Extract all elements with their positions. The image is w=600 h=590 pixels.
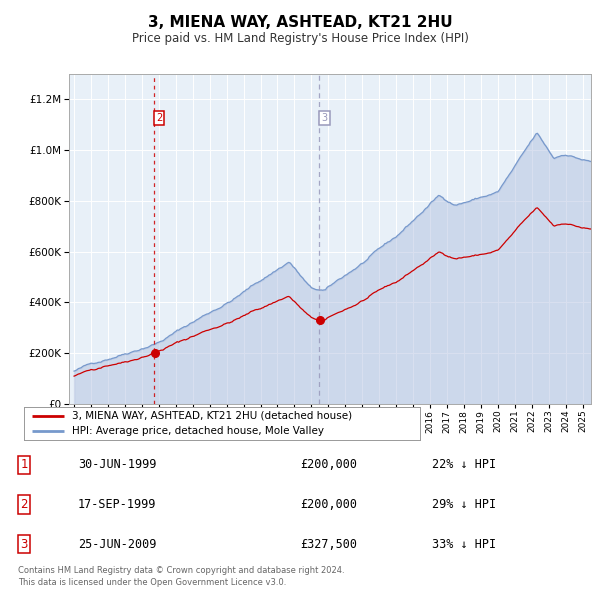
Text: £200,000: £200,000 bbox=[300, 458, 357, 471]
Text: 22% ↓ HPI: 22% ↓ HPI bbox=[432, 458, 496, 471]
Text: 3: 3 bbox=[321, 113, 328, 123]
Text: 30-JUN-1999: 30-JUN-1999 bbox=[78, 458, 157, 471]
Text: 2: 2 bbox=[156, 113, 162, 123]
Text: 2: 2 bbox=[20, 498, 28, 511]
Text: HPI: Average price, detached house, Mole Valley: HPI: Average price, detached house, Mole… bbox=[71, 426, 323, 436]
Text: Contains HM Land Registry data © Crown copyright and database right 2024.
This d: Contains HM Land Registry data © Crown c… bbox=[18, 566, 344, 587]
Text: 3, MIENA WAY, ASHTEAD, KT21 2HU (detached house): 3, MIENA WAY, ASHTEAD, KT21 2HU (detache… bbox=[71, 411, 352, 421]
Text: 17-SEP-1999: 17-SEP-1999 bbox=[78, 498, 157, 511]
Text: Price paid vs. HM Land Registry's House Price Index (HPI): Price paid vs. HM Land Registry's House … bbox=[131, 32, 469, 45]
Text: 29% ↓ HPI: 29% ↓ HPI bbox=[432, 498, 496, 511]
Text: 33% ↓ HPI: 33% ↓ HPI bbox=[432, 537, 496, 550]
Text: 3: 3 bbox=[20, 537, 28, 550]
Text: 1: 1 bbox=[20, 458, 28, 471]
Text: 3, MIENA WAY, ASHTEAD, KT21 2HU: 3, MIENA WAY, ASHTEAD, KT21 2HU bbox=[148, 15, 452, 30]
Text: £200,000: £200,000 bbox=[300, 498, 357, 511]
Text: £327,500: £327,500 bbox=[300, 537, 357, 550]
Text: 25-JUN-2009: 25-JUN-2009 bbox=[78, 537, 157, 550]
